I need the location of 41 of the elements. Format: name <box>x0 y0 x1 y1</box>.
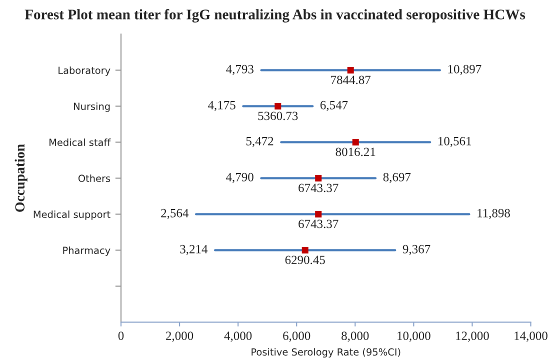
x-tick-label: 2,000 <box>166 332 194 342</box>
annotation: 5,472 <box>246 136 274 148</box>
annotation: 10,561 <box>438 136 472 148</box>
point <box>315 210 322 218</box>
annotation: 3,214 <box>180 244 208 256</box>
annotation: 4,175 <box>208 100 236 112</box>
data-label: 7844.87 <box>331 76 371 84</box>
annotation: 9,367 <box>402 244 430 256</box>
x-tick-label: 8,000 <box>342 332 369 342</box>
annotation: 4,793 <box>226 64 254 76</box>
y-tick-label: Pharmacy <box>63 246 110 256</box>
y-axis-title: Occupation <box>14 144 28 212</box>
data-label: 5360.73 <box>258 112 298 120</box>
y-tick-label: Medical support <box>34 210 110 220</box>
x-tick-label: 12,000 <box>456 332 489 342</box>
x-tick-label: 4,000 <box>224 332 252 342</box>
point <box>315 174 322 182</box>
y-tick-label: Nursing <box>74 102 110 112</box>
annotation: 4,790 <box>226 172 254 184</box>
point <box>352 138 359 146</box>
x-tick-label: 14,000 <box>514 332 548 342</box>
annotation: 11,898 <box>478 208 510 220</box>
point <box>302 246 308 254</box>
x-tick-label: 0 <box>118 332 124 340</box>
point <box>347 66 354 74</box>
annotation: 10,897 <box>448 64 482 76</box>
data-label: 6290.45 <box>285 256 325 264</box>
y-tick-label: Others <box>78 174 110 182</box>
annotation: 8,697 <box>383 172 411 184</box>
data-label: 6743.37 <box>298 220 338 228</box>
y-tick-label: Laboratory <box>58 66 110 76</box>
chart-title: Forest Plot mean titer for IgG neutralizing Abs in vaccinated seropositive HCWs <box>24 9 526 22</box>
x-axis-title: Positive Serology Rate (95%CI) <box>252 348 400 358</box>
annotation: 6,547 <box>320 100 348 112</box>
data-label: 6743.37 <box>298 184 338 192</box>
x-tick-label: 10,000 <box>398 332 430 342</box>
y-tick-label: Medical staff <box>50 138 111 146</box>
point <box>274 102 282 110</box>
annotation: 2,564 <box>161 208 189 220</box>
x-tick-label: 6,000 <box>283 332 310 342</box>
data-label: 8016.21 <box>336 148 376 156</box>
